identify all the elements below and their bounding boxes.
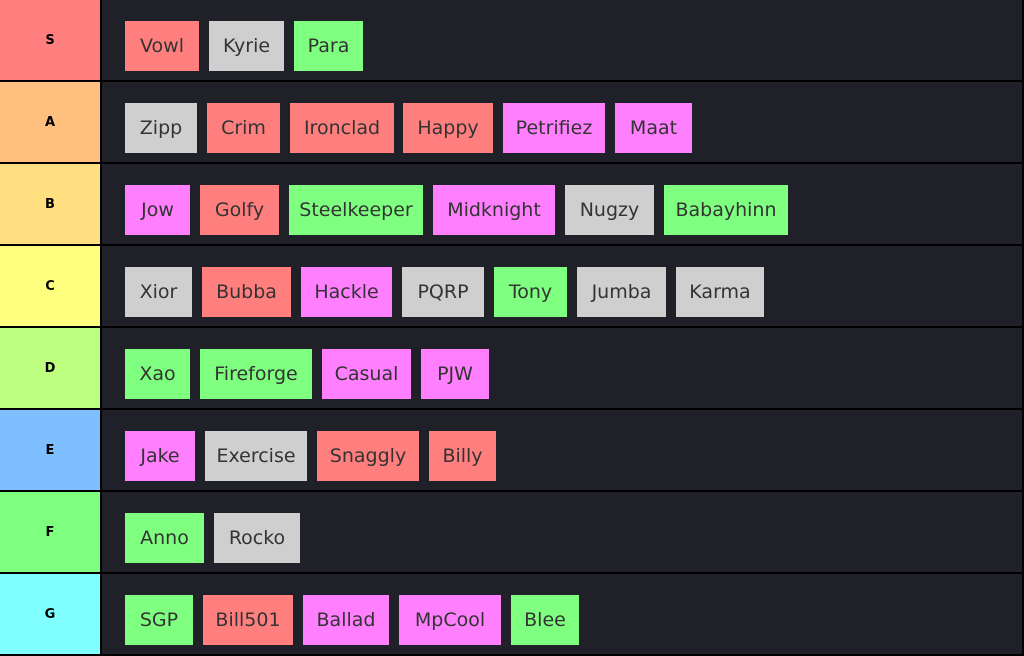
tier-item[interactable]: Karma bbox=[676, 267, 764, 317]
tier-item[interactable]: Steelkeeper bbox=[289, 185, 423, 235]
tier-item[interactable]: Para bbox=[294, 21, 363, 71]
tier-item[interactable]: Tony bbox=[494, 267, 567, 317]
tier-items-e[interactable]: Jake Exercise Snaggly Billy bbox=[102, 410, 1022, 490]
tier-item[interactable]: Crim bbox=[207, 103, 280, 153]
tier-item[interactable]: Happy bbox=[403, 103, 493, 153]
tier-label-d[interactable]: D bbox=[0, 328, 100, 408]
tier-label-b[interactable]: B bbox=[0, 164, 100, 244]
tier-item[interactable]: Xao bbox=[125, 349, 190, 399]
tier-item[interactable]: Bill501 bbox=[203, 595, 293, 645]
tier-item[interactable]: Babayhinn bbox=[664, 185, 788, 235]
tier-item[interactable]: Nugzy bbox=[565, 185, 654, 235]
tier-label-f[interactable]: F bbox=[0, 492, 100, 572]
tier-item[interactable]: Vowl bbox=[125, 21, 199, 71]
tier-label-a[interactable]: A bbox=[0, 82, 100, 162]
tier-item[interactable]: Rocko bbox=[214, 513, 300, 563]
tier-item[interactable]: Zipp bbox=[125, 103, 197, 153]
tier-row-c: C Xior Bubba Hackle PQRP Tony Jumba Karm… bbox=[0, 246, 1024, 326]
tier-item[interactable]: Fireforge bbox=[200, 349, 312, 399]
tier-item[interactable]: Jake bbox=[125, 431, 195, 481]
tier-label-c[interactable]: C bbox=[0, 246, 100, 326]
tier-item[interactable]: Casual bbox=[322, 349, 411, 399]
tier-row-a: A Zipp Crim Ironclad Happy Petrifiez Maa… bbox=[0, 82, 1024, 162]
tier-item[interactable]: Golfy bbox=[200, 185, 279, 235]
tier-item[interactable]: Midknight bbox=[433, 185, 555, 235]
tier-label-g[interactable]: G bbox=[0, 574, 100, 654]
tier-item[interactable]: SGP bbox=[125, 595, 193, 645]
tier-items-g[interactable]: SGP Bill501 Ballad MpCool Blee bbox=[102, 574, 1022, 654]
tier-items-f[interactable]: Anno Rocko bbox=[102, 492, 1022, 572]
tier-item[interactable]: PJW bbox=[421, 349, 489, 399]
tier-item[interactable]: Petrifiez bbox=[503, 103, 605, 153]
tier-items-b[interactable]: Jow Golfy Steelkeeper Midknight Nugzy Ba… bbox=[102, 164, 1022, 244]
tier-items-a[interactable]: Zipp Crim Ironclad Happy Petrifiez Maat bbox=[102, 82, 1022, 162]
tier-row-e: E Jake Exercise Snaggly Billy bbox=[0, 410, 1024, 490]
tier-items-c[interactable]: Xior Bubba Hackle PQRP Tony Jumba Karma bbox=[102, 246, 1022, 326]
tier-item[interactable]: PQRP bbox=[402, 267, 484, 317]
tier-item[interactable]: MpCool bbox=[399, 595, 501, 645]
tier-item[interactable]: Kyrie bbox=[209, 21, 284, 71]
tier-item[interactable]: Anno bbox=[125, 513, 204, 563]
tier-item[interactable]: Maat bbox=[615, 103, 692, 153]
tier-item[interactable]: Jow bbox=[125, 185, 190, 235]
tier-item[interactable]: Ironclad bbox=[290, 103, 394, 153]
tier-item[interactable]: Snaggly bbox=[317, 431, 419, 481]
tier-items-s[interactable]: Vowl Kyrie Para bbox=[102, 0, 1022, 80]
tier-row-g: G SGP Bill501 Ballad MpCool Blee bbox=[0, 574, 1024, 654]
tier-item[interactable]: Exercise bbox=[205, 431, 307, 481]
tier-item[interactable]: Jumba bbox=[577, 267, 666, 317]
tier-item[interactable]: Bubba bbox=[202, 267, 291, 317]
tier-item[interactable]: Billy bbox=[429, 431, 496, 481]
tier-label-e[interactable]: E bbox=[0, 410, 100, 490]
tier-items-d[interactable]: Xao Fireforge Casual PJW bbox=[102, 328, 1022, 408]
tier-row-d: D Xao Fireforge Casual PJW bbox=[0, 328, 1024, 408]
tier-item[interactable]: Hackle bbox=[301, 267, 392, 317]
tier-item[interactable]: Ballad bbox=[303, 595, 389, 645]
tier-row-b: B Jow Golfy Steelkeeper Midknight Nugzy … bbox=[0, 164, 1024, 244]
tier-item[interactable]: Xior bbox=[125, 267, 192, 317]
tier-row-s: S Vowl Kyrie Para bbox=[0, 0, 1024, 80]
tier-label-s[interactable]: S bbox=[0, 0, 100, 80]
tier-item[interactable]: Blee bbox=[511, 595, 579, 645]
tier-row-f: F Anno Rocko bbox=[0, 492, 1024, 572]
